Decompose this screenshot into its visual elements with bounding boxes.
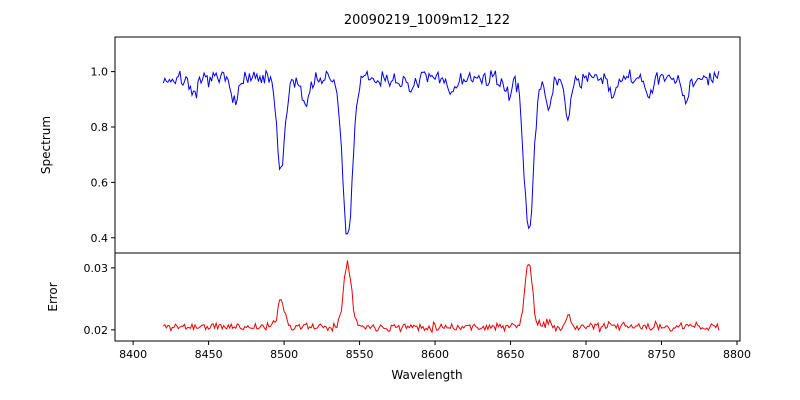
error-y-tick-label: 0.03 [84,262,109,275]
error-panel-border [114,252,741,342]
x-tick-label: 8700 [572,348,600,361]
spectrum-y-tick-label: 0.4 [91,232,109,245]
spectrum-y-axis-label: Spectrum [39,116,53,174]
error-line [162,260,720,334]
spectrum-y-tick-label: 1.0 [91,66,109,79]
x-axis-label: Wavelength [391,368,462,382]
series-group [162,68,720,334]
spectrum-panel-border [114,36,741,254]
x-tick-label: 8550 [346,348,374,361]
x-tick-label: 8450 [195,348,223,361]
x-tick-label: 8500 [270,348,298,361]
spectrum-line [162,68,720,235]
axes-group [114,36,741,342]
chart-title: 20090219_1009m12_122 [344,13,510,28]
spectrum-y-tick-label: 0.8 [91,121,109,134]
error-y-axis-label: Error [46,282,60,311]
x-tick-label: 8750 [647,348,675,361]
x-tick-label: 8600 [421,348,449,361]
x-tick-label: 8800 [723,348,751,361]
x-tick-label: 8400 [119,348,147,361]
tick-labels-group: 8400 8450 8500 8550 8600 8650 8700 8750 8800 0.4 0… [84,66,751,361]
error-y-tick-label: 0.02 [84,324,109,337]
spectrum-y-tick-label: 0.6 [91,176,109,189]
x-tick-label: 8650 [497,348,525,361]
